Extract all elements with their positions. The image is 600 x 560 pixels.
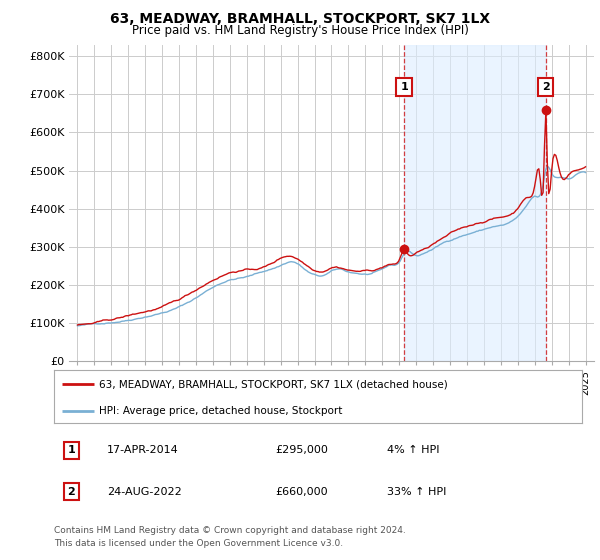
Text: 4% ↑ HPI: 4% ↑ HPI — [386, 445, 439, 455]
Text: 63, MEADWAY, BRAMHALL, STOCKPORT, SK7 1LX (detached house): 63, MEADWAY, BRAMHALL, STOCKPORT, SK7 1L… — [99, 380, 448, 390]
Text: £295,000: £295,000 — [276, 445, 329, 455]
Text: 63, MEADWAY, BRAMHALL, STOCKPORT, SK7 1LX: 63, MEADWAY, BRAMHALL, STOCKPORT, SK7 1L… — [110, 12, 490, 26]
Text: 2: 2 — [542, 82, 550, 92]
Text: 33% ↑ HPI: 33% ↑ HPI — [386, 487, 446, 497]
Text: 17-APR-2014: 17-APR-2014 — [107, 445, 179, 455]
Text: 1: 1 — [400, 82, 408, 92]
Bar — [404, 45, 545, 361]
Text: 1: 1 — [67, 445, 75, 455]
Text: HPI: Average price, detached house, Stockport: HPI: Average price, detached house, Stoc… — [99, 406, 342, 416]
Text: Price paid vs. HM Land Registry's House Price Index (HPI): Price paid vs. HM Land Registry's House … — [131, 24, 469, 36]
Text: 24-AUG-2022: 24-AUG-2022 — [107, 487, 182, 497]
Text: Contains HM Land Registry data © Crown copyright and database right 2024.: Contains HM Land Registry data © Crown c… — [54, 526, 406, 535]
Text: This data is licensed under the Open Government Licence v3.0.: This data is licensed under the Open Gov… — [54, 539, 343, 548]
Text: £660,000: £660,000 — [276, 487, 328, 497]
Text: 2: 2 — [67, 487, 75, 497]
